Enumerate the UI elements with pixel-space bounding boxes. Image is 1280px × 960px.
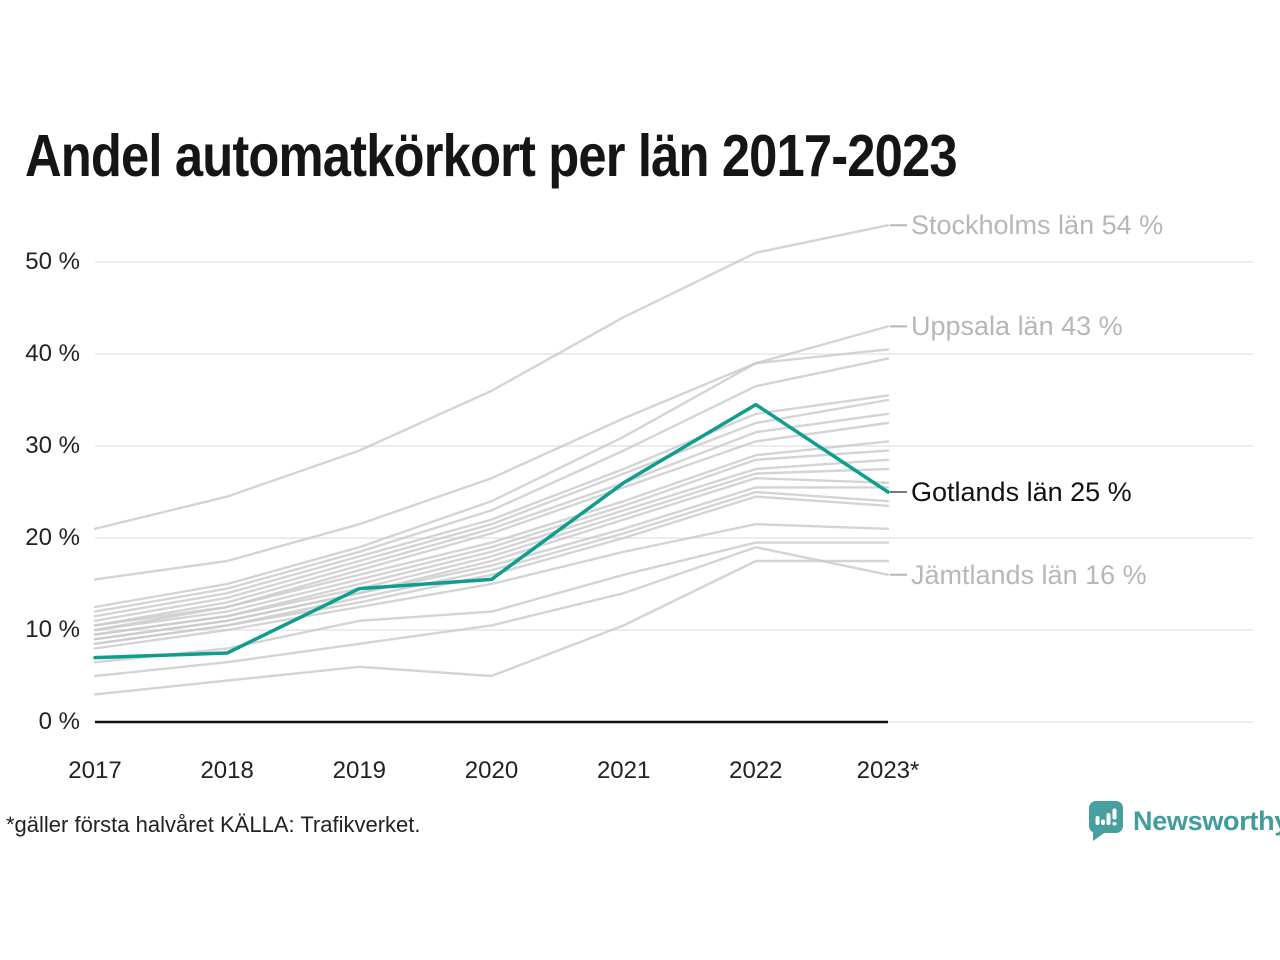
series-line bbox=[93, 559, 890, 696]
y-tick-label-50: 50 % bbox=[25, 248, 80, 275]
x-tick-label: 2022 bbox=[729, 757, 783, 784]
series-label-stockholms-l-n: Stockholms län 54 % bbox=[911, 210, 1164, 241]
x-tick-label: 2020 bbox=[464, 757, 519, 784]
series-label-uppsala-l-n: Uppsala län 43 % bbox=[911, 311, 1123, 342]
series-line bbox=[93, 440, 890, 632]
series-line bbox=[93, 495, 890, 645]
x-tick-label: 2018 bbox=[200, 757, 254, 784]
newsworthy-logo: Newsworthy bbox=[1086, 799, 1280, 843]
series-line bbox=[93, 394, 890, 618]
series-label-gotlands-l-n: Gotlands län 25 % bbox=[911, 477, 1132, 507]
highlighted-series-line bbox=[93, 402, 890, 660]
x-tick-label: 2021 bbox=[596, 757, 651, 784]
newsworthy-speech-bubble-chart-icon bbox=[1089, 801, 1123, 841]
series-line bbox=[93, 449, 890, 632]
y-tick-label-20: 20 % bbox=[25, 524, 80, 551]
series-line bbox=[93, 412, 890, 627]
series-line bbox=[93, 546, 890, 678]
newsworthy-logo-text: Newsworthy bbox=[1133, 805, 1280, 836]
series-line bbox=[93, 486, 890, 641]
y-tick-label-10: 10 % bbox=[25, 616, 80, 643]
y-tick-label-40: 40 % bbox=[25, 340, 80, 367]
series-line bbox=[93, 467, 890, 636]
x-tick-label: 2019 bbox=[332, 757, 387, 784]
chart-title: Andel automatkörkort per län 2017-2023 bbox=[25, 123, 958, 189]
series-line bbox=[93, 523, 890, 650]
x-tick-label: 2017 bbox=[68, 757, 122, 784]
series-line bbox=[93, 348, 890, 609]
series-line bbox=[93, 398, 890, 622]
x-tick-label: 2023* bbox=[856, 757, 920, 784]
series-line bbox=[93, 490, 890, 645]
y-tick-label-30: 30 % bbox=[25, 432, 80, 459]
source-footnote: *gäller första halvåret KÄLLA: Trafikver… bbox=[6, 812, 421, 837]
series-line bbox=[93, 541, 890, 664]
y-tick-label-0: 0 % bbox=[38, 708, 80, 735]
series-line bbox=[93, 223, 890, 530]
series-label-j-mtlands-l-n: Jämtlands län 16 % bbox=[911, 559, 1147, 590]
series-line bbox=[93, 357, 890, 613]
